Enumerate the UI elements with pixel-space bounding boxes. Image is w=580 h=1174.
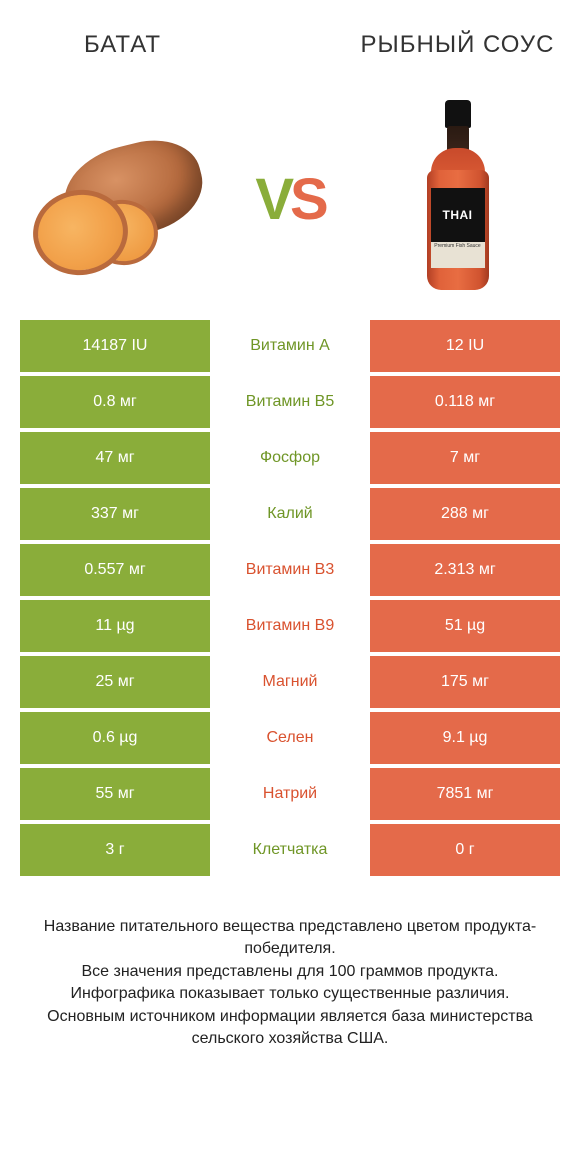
nutrient-name: Калий bbox=[210, 488, 370, 540]
nutrient-name: Витамин B3 bbox=[210, 544, 370, 596]
footer-line-3: Инфографика показывает только существенн… bbox=[20, 983, 560, 1005]
nutrient-name: Селен bbox=[210, 712, 370, 764]
left-value: 14187 IU bbox=[20, 320, 210, 372]
bottle-sublabel: Premium Fish Sauce bbox=[431, 242, 485, 268]
right-value: 175 мг bbox=[370, 656, 560, 708]
nutrient-name: Натрий bbox=[210, 768, 370, 820]
table-row: 0.557 мгВитамин B32.313 мг bbox=[20, 544, 560, 596]
table-row: 25 мгМагний175 мг bbox=[20, 656, 560, 708]
bottle-brand: THAI bbox=[431, 188, 485, 242]
footer-line-1: Название питательного вещества представл… bbox=[20, 916, 560, 961]
header-left: БАТАТ bbox=[0, 31, 245, 59]
table-row: 47 мгФосфор7 мг bbox=[20, 432, 560, 484]
table-row: 0.8 мгВитамин B50.118 мг bbox=[20, 376, 560, 428]
right-value: 12 IU bbox=[370, 320, 560, 372]
nutrient-name: Витамин B5 bbox=[210, 376, 370, 428]
left-value: 0.557 мг bbox=[20, 544, 210, 596]
table-row: 14187 IUВитамин A12 IU bbox=[20, 320, 560, 372]
nutrient-name: Витамин A bbox=[210, 320, 370, 372]
right-value: 9.1 µg bbox=[370, 712, 560, 764]
right-value: 7851 мг bbox=[370, 768, 560, 820]
left-value: 3 г bbox=[20, 824, 210, 876]
comparison-table: 14187 IUВитамин A12 IU0.8 мгВитамин B50.… bbox=[20, 320, 560, 876]
right-value: 0 г bbox=[370, 824, 560, 876]
vs-s: S bbox=[290, 167, 325, 232]
left-product-image bbox=[0, 90, 245, 310]
nutrient-name: Клетчатка bbox=[210, 824, 370, 876]
table-row: 55 мгНатрий7851 мг bbox=[20, 768, 560, 820]
left-value: 0.6 µg bbox=[20, 712, 210, 764]
table-row: 337 мгКалий288 мг bbox=[20, 488, 560, 540]
left-value: 47 мг bbox=[20, 432, 210, 484]
footer-line-4: Основным источником информации является … bbox=[20, 1006, 560, 1051]
vs-v: V bbox=[255, 167, 290, 232]
right-product-image: THAI Premium Fish Sauce bbox=[335, 90, 580, 310]
table-row: 0.6 µgСелен9.1 µg bbox=[20, 712, 560, 764]
vs-label: VS bbox=[245, 171, 335, 229]
right-value: 0.118 мг bbox=[370, 376, 560, 428]
table-row: 3 гКлетчатка0 г bbox=[20, 824, 560, 876]
right-value: 2.313 мг bbox=[370, 544, 560, 596]
right-value: 288 мг bbox=[370, 488, 560, 540]
right-value: 51 µg bbox=[370, 600, 560, 652]
footer-note: Название питательного вещества представл… bbox=[20, 916, 560, 1050]
header-row: БАТАТ РЫБНЫЙ СОУС bbox=[0, 0, 580, 90]
left-value: 337 мг bbox=[20, 488, 210, 540]
nutrient-name: Витамин B9 bbox=[210, 600, 370, 652]
header-right: РЫБНЫЙ СОУС bbox=[335, 31, 580, 59]
left-value: 25 мг bbox=[20, 656, 210, 708]
right-value: 7 мг bbox=[370, 432, 560, 484]
nutrient-name: Фосфор bbox=[210, 432, 370, 484]
footer-line-2: Все значения представлены для 100 граммо… bbox=[20, 961, 560, 983]
left-value: 55 мг bbox=[20, 768, 210, 820]
fish-sauce-bottle-icon: THAI Premium Fish Sauce bbox=[413, 100, 503, 300]
left-value: 0.8 мг bbox=[20, 376, 210, 428]
left-value: 11 µg bbox=[20, 600, 210, 652]
nutrient-name: Магний bbox=[210, 656, 370, 708]
table-row: 11 µgВитамин B951 µg bbox=[20, 600, 560, 652]
sweet-potato-icon bbox=[33, 130, 213, 270]
image-row: VS THAI Premium Fish Sauce bbox=[0, 90, 580, 310]
